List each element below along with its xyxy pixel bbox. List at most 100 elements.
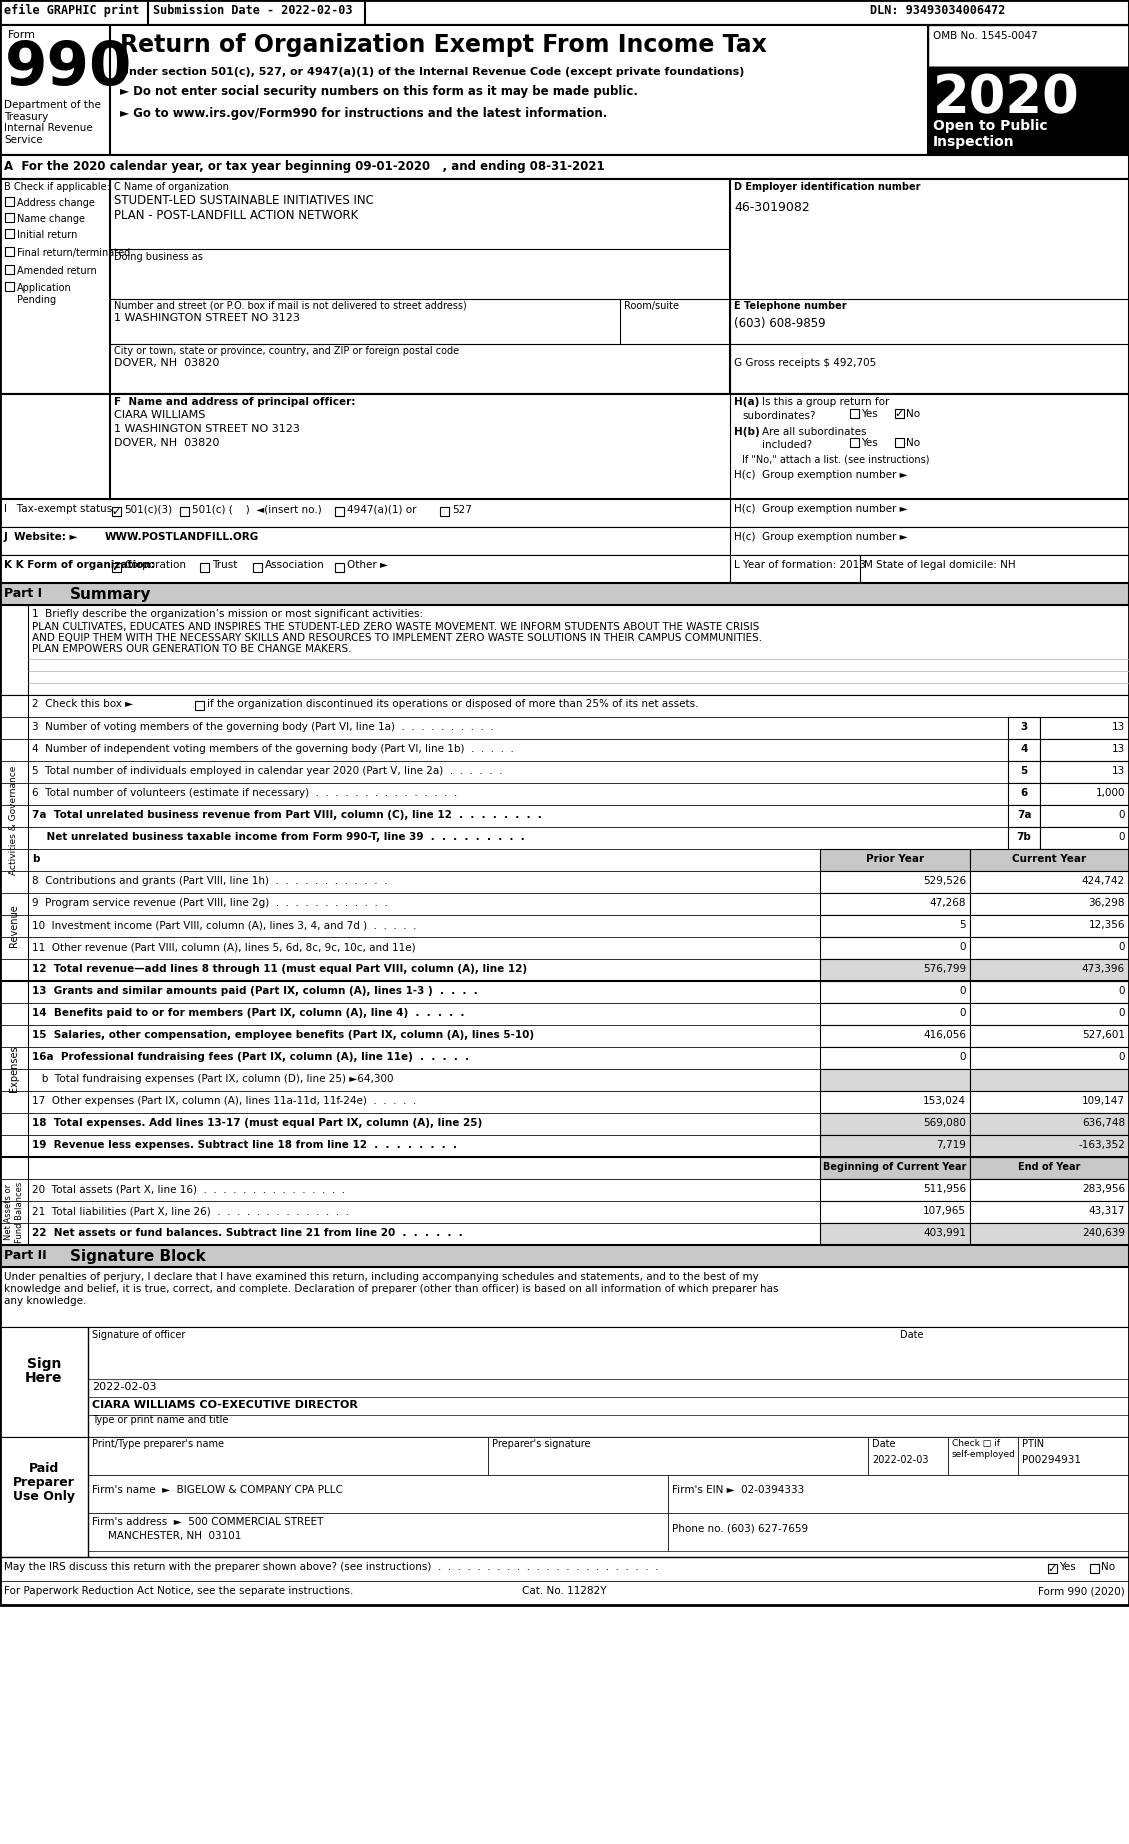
Text: Activities & Governance: Activities & Governance [9, 765, 18, 876]
Bar [820, 892, 970, 915]
Text: Yes: Yes [1059, 1562, 1076, 1571]
Bar [1040, 826, 1129, 848]
Bar [0, 959, 1129, 981]
Bar [0, 1245, 1129, 1267]
Text: 4  Number of independent voting members of the governing body (Part VI, line 1b): 4 Number of independent voting members o… [32, 743, 514, 754]
Text: 46-3019082: 46-3019082 [734, 201, 809, 214]
Bar [0, 583, 1129, 605]
Text: Preparer's signature: Preparer's signature [492, 1438, 590, 1449]
Bar [970, 1114, 1129, 1136]
Text: 19  Revenue less expenses. Subtract line 18 from line 12  .  .  .  .  .  .  .  .: 19 Revenue less expenses. Subtract line … [32, 1140, 457, 1151]
Bar [0, 762, 1129, 784]
Text: 0: 0 [1119, 987, 1124, 996]
Bar [0, 1178, 1129, 1200]
Text: ✓: ✓ [895, 409, 904, 419]
Text: ✓: ✓ [112, 507, 121, 516]
Text: 15  Salaries, other compensation, employee benefits (Part IX, column (A), lines : 15 Salaries, other compensation, employe… [32, 1031, 534, 1040]
Bar [5, 229, 14, 238]
Bar [850, 409, 859, 419]
Text: Print/Type preparer's name: Print/Type preparer's name [91, 1438, 224, 1449]
Text: C Name of organization: C Name of organization [114, 183, 229, 192]
Bar [1018, 1436, 1129, 1475]
Text: No: No [905, 439, 920, 448]
Bar [895, 409, 904, 419]
Text: Final return/terminated: Final return/terminated [17, 247, 130, 258]
Bar [820, 1200, 970, 1223]
Text: Trust: Trust [212, 561, 237, 570]
Text: 1  Briefly describe the organization’s mission or most significant activities:: 1 Briefly describe the organization’s mi… [32, 609, 423, 620]
Text: Firm's EIN ►  02-0394333: Firm's EIN ► 02-0394333 [672, 1484, 804, 1495]
Text: (603) 608-9859: (603) 608-9859 [734, 317, 825, 330]
Text: Here: Here [25, 1370, 63, 1385]
Bar [0, 1114, 1129, 1136]
Text: 0: 0 [1119, 942, 1124, 952]
Bar [1040, 739, 1129, 762]
Text: AND EQUIP THEM WITH THE NECESSARY SKILLS AND RESOURCES TO IMPLEMENT ZERO WASTE S: AND EQUIP THEM WITH THE NECESSARY SKILLS… [32, 632, 762, 644]
Bar [820, 981, 970, 1003]
Text: 8  Contributions and grants (Part VIII, line 1h)  .  .  .  .  .  .  .  .  .  .  : 8 Contributions and grants (Part VIII, l… [32, 876, 387, 885]
Text: 153,024: 153,024 [924, 1095, 966, 1106]
Text: Address change: Address change [17, 197, 95, 208]
Text: Initial return: Initial return [17, 230, 78, 240]
Text: 990: 990 [5, 39, 132, 98]
Text: Doing business as: Doing business as [114, 253, 203, 262]
Text: 13: 13 [1112, 743, 1124, 754]
Bar [820, 1156, 970, 1178]
Text: H(c)  Group exemption number ►: H(c) Group exemption number ► [734, 533, 908, 542]
Bar [970, 1092, 1129, 1114]
Text: Signature of officer: Signature of officer [91, 1330, 185, 1341]
Text: Form: Form [8, 30, 36, 41]
Bar [88, 1512, 668, 1551]
Text: 3: 3 [1021, 723, 1027, 732]
Text: M State of legal domicile: NH: M State of legal domicile: NH [864, 561, 1016, 570]
Bar [5, 197, 14, 207]
Text: 9  Program service revenue (Part VIII, line 2g)  .  .  .  .  .  .  .  .  .  .  .: 9 Program service revenue (Part VIII, li… [32, 898, 387, 907]
Text: Check □ if: Check □ if [952, 1438, 1000, 1448]
Text: Date: Date [900, 1330, 924, 1341]
Text: Beginning of Current Year: Beginning of Current Year [823, 1162, 966, 1173]
Bar [112, 562, 121, 572]
Bar [820, 870, 970, 892]
Text: 43,317: 43,317 [1088, 1206, 1124, 1215]
Text: 2020: 2020 [933, 72, 1079, 124]
Text: DOVER, NH  03820: DOVER, NH 03820 [114, 439, 219, 448]
Text: PTIN: PTIN [1022, 1438, 1044, 1449]
Text: Application
Pending: Application Pending [17, 282, 72, 304]
Text: End of Year: End of Year [1018, 1162, 1080, 1173]
Bar [0, 555, 1129, 583]
Text: b: b [32, 854, 40, 865]
Bar [5, 266, 14, 275]
Bar [0, 1156, 1129, 1178]
Bar [253, 562, 262, 572]
Text: Under penalties of perjury, I declare that I have examined this return, includin: Under penalties of perjury, I declare th… [5, 1272, 759, 1282]
Text: K K Form of organization:: K K Form of organization: [5, 561, 155, 570]
Bar [820, 1047, 970, 1070]
Text: 0: 0 [960, 1051, 966, 1062]
Bar [200, 562, 209, 572]
Bar [88, 1475, 668, 1512]
Text: Form 990 (2020): Form 990 (2020) [1039, 1586, 1124, 1597]
Text: 2022-02-03: 2022-02-03 [872, 1455, 928, 1464]
Text: 7a: 7a [1017, 810, 1031, 821]
Bar [970, 959, 1129, 981]
Bar [0, 870, 1129, 892]
Bar [0, 739, 1129, 762]
Text: Net Assets or
Fund Balances: Net Assets or Fund Balances [5, 1182, 24, 1243]
Bar [0, 806, 1129, 826]
Text: 2022-02-03: 2022-02-03 [91, 1381, 157, 1392]
Text: Net unrelated business taxable income from Form 990-T, line 39  .  .  .  .  .  .: Net unrelated business taxable income fr… [32, 832, 525, 843]
Text: 403,991: 403,991 [924, 1228, 966, 1237]
Text: PLAN - POST-LANDFILL ACTION NETWORK: PLAN - POST-LANDFILL ACTION NETWORK [114, 208, 358, 221]
Text: 13: 13 [1112, 765, 1124, 776]
Bar [0, 1267, 1129, 1328]
Text: 0: 0 [960, 987, 966, 996]
Bar [820, 937, 970, 959]
Bar [0, 1003, 1129, 1025]
Text: Part II: Part II [5, 1248, 46, 1261]
Text: Other ►: Other ► [347, 561, 388, 570]
Bar [0, 1136, 1129, 1156]
Bar [970, 870, 1129, 892]
Bar [970, 1136, 1129, 1156]
Bar [335, 562, 344, 572]
Text: 3  Number of voting members of the governing body (Part VI, line 1a)  .  .  .  .: 3 Number of voting members of the govern… [32, 723, 493, 732]
